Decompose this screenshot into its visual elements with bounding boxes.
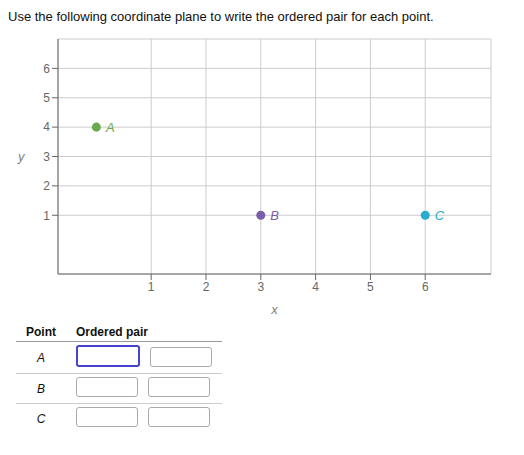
svg-text:6: 6 bbox=[422, 280, 429, 294]
html-text:C: C bbox=[36, 411, 46, 426]
html-text:Point: Point bbox=[26, 325, 56, 339]
svg-text:3: 3 bbox=[43, 150, 50, 164]
svg-text:2: 2 bbox=[43, 179, 50, 193]
svg-text:A: A bbox=[105, 120, 115, 135]
svg-text:y: y bbox=[17, 149, 26, 164]
html-text:Use the following coordinate p: Use the following coordinate plane to wr… bbox=[8, 9, 434, 24]
svg-text:5: 5 bbox=[43, 91, 50, 105]
svg-text:5: 5 bbox=[367, 280, 374, 294]
html-text:A: A bbox=[37, 350, 45, 365]
svg-text:6: 6 bbox=[43, 62, 50, 76]
html-text:B: B bbox=[37, 381, 45, 396]
svg-text:4: 4 bbox=[43, 120, 50, 134]
svg-text:2: 2 bbox=[203, 280, 210, 294]
svg-text:x: x bbox=[270, 302, 278, 317]
svg-text:C: C bbox=[435, 208, 445, 223]
svg-text:1: 1 bbox=[43, 209, 50, 223]
svg-text:3: 3 bbox=[257, 280, 264, 294]
svg-text:1: 1 bbox=[148, 280, 155, 294]
svg-text:B: B bbox=[270, 208, 279, 223]
html-text:Ordered pair: Ordered pair bbox=[76, 325, 148, 339]
svg-text:4: 4 bbox=[312, 280, 319, 294]
